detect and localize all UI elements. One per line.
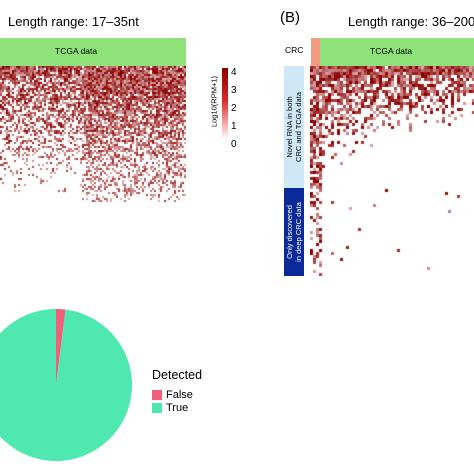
panel-a-title: Length range: 17–35nt (8, 14, 139, 29)
legend-label: True (166, 401, 189, 414)
legend-item-true: True (152, 401, 193, 414)
pie-chart (0, 309, 132, 461)
side-group-deep: Only discovered in deep CRC data (284, 188, 304, 276)
legend-swatch (152, 402, 162, 413)
panel-b-letter-text: B (285, 9, 296, 26)
legend-label: False (166, 388, 193, 401)
side-group-deep-line: in deep CRC data (294, 202, 303, 262)
panel-b-band: TCGA data (320, 38, 474, 66)
colorbar-tick: 3 (231, 85, 237, 96)
colorbar-ticks: 4 3 2 1 0 (231, 64, 237, 154)
panel-a-band: TCGA data (0, 38, 186, 66)
colorbar-gradient (222, 68, 228, 140)
side-group-deep-label: Only discovered in deep CRC data (285, 188, 303, 276)
panel-b-heatmap (310, 66, 474, 276)
crc-label: CRC (285, 45, 304, 55)
legend-item-false: False (152, 388, 193, 401)
colorbar-tick: 4 (231, 67, 237, 78)
legend-title: Detected (152, 368, 203, 382)
colorbar-tick: 2 (231, 103, 237, 114)
side-group-deep-line: Only discovered (285, 205, 294, 259)
side-group-novel: Novel RNA in both CRC and TCGA data (284, 66, 304, 188)
panel-a-heatmap (0, 66, 186, 202)
colorbar-tick: 1 (231, 121, 237, 132)
colorbar-label: Log10(RPM+1) (209, 75, 219, 128)
crc-band (311, 38, 320, 66)
colorbar-tick: 0 (231, 139, 237, 150)
side-group-novel-label: Novel RNA in both CRC and TCGA data (285, 66, 303, 188)
pie-slice-false (56, 309, 66, 385)
colorbar: Log10(RPM+1) (204, 60, 234, 150)
panel-b-band-label: TCGA data (370, 46, 413, 56)
panel-b-letter: (B) (280, 9, 301, 26)
side-group-novel-line: Novel RNA in both (285, 96, 294, 158)
legend: False True (152, 388, 193, 414)
legend-swatch (152, 389, 162, 400)
panel-b-title: Length range: 36–200 (348, 14, 474, 29)
side-group-novel-line: CRC and TCGA data (294, 92, 303, 162)
panel-a-band-label: TCGA data (55, 46, 98, 56)
pie-slice-true (0, 309, 132, 461)
